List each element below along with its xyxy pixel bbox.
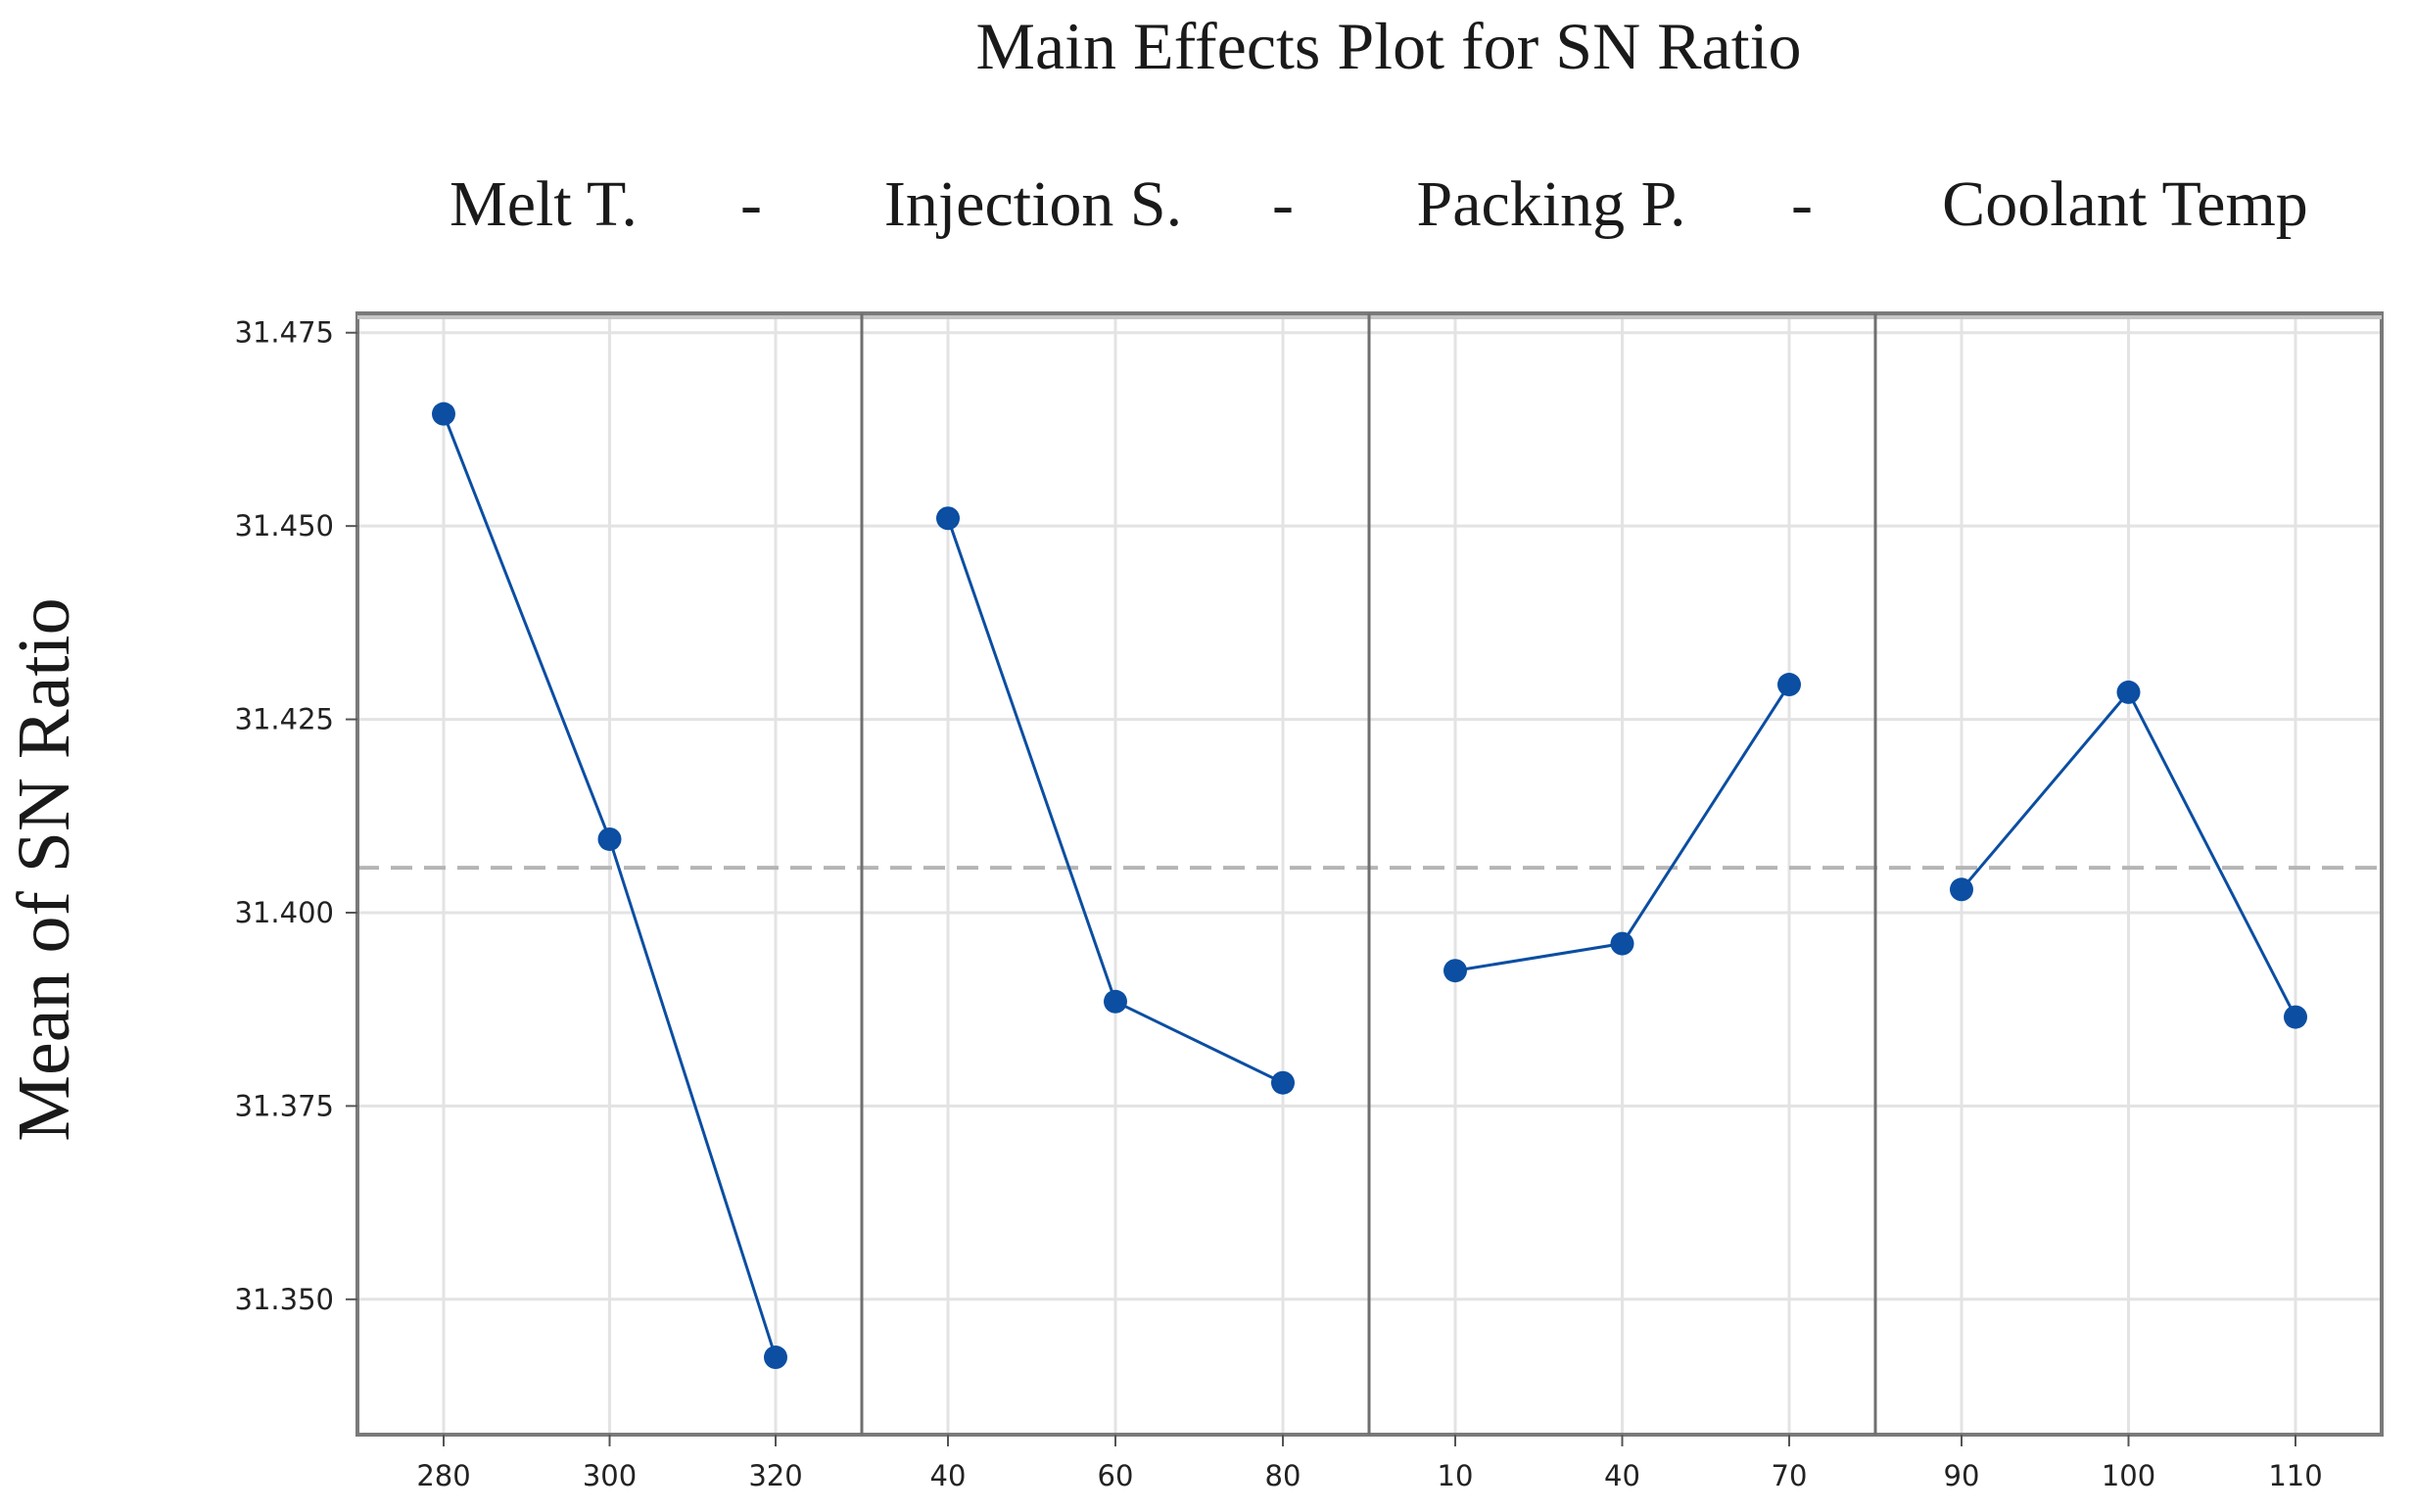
x-tick-label: 100 bbox=[2102, 1459, 2155, 1492]
panel-title-2: Packing P. bbox=[1416, 168, 1685, 240]
panel-title-1: Injection S. bbox=[884, 168, 1182, 240]
x-tick-label: 40 bbox=[1604, 1459, 1640, 1492]
y-axis-label: Mean of SN Ratio bbox=[3, 597, 85, 1141]
x-tick-label: 70 bbox=[1772, 1459, 1808, 1492]
data-point bbox=[1104, 989, 1127, 1014]
data-point bbox=[1777, 673, 1801, 697]
data-point bbox=[1271, 1070, 1295, 1095]
data-point bbox=[1950, 877, 1973, 902]
x-tick-label: 110 bbox=[2268, 1459, 2322, 1492]
x-tick-label: 10 bbox=[1438, 1459, 1474, 1492]
data-point bbox=[2284, 1005, 2307, 1029]
x-tick-label: 40 bbox=[930, 1459, 967, 1492]
data-point bbox=[936, 506, 960, 531]
x-tick-label: 320 bbox=[748, 1459, 802, 1492]
data-point bbox=[1610, 931, 1634, 956]
series-layer bbox=[432, 402, 2307, 1370]
x-tick-label: 80 bbox=[1265, 1459, 1301, 1492]
data-point bbox=[597, 827, 622, 851]
y-tick-label: 31.400 bbox=[235, 896, 334, 929]
panel-title-0: Melt T. bbox=[449, 168, 638, 240]
y-tick-label: 31.450 bbox=[235, 509, 334, 543]
x-tick-label: 90 bbox=[1944, 1459, 1980, 1492]
panel-title-separator: - bbox=[1791, 168, 1813, 240]
data-point bbox=[2116, 680, 2141, 704]
y-tick-label: 31.375 bbox=[235, 1089, 334, 1122]
x-tick-label: 60 bbox=[1098, 1459, 1134, 1492]
chart-title: Main Effects Plot for SN Ratio bbox=[976, 9, 1802, 83]
data-point bbox=[432, 402, 455, 426]
y-tick-label: 31.350 bbox=[235, 1283, 334, 1316]
panel-titles: Melt T. - Injection S. - Packing P. - Coolant … bbox=[449, 168, 2308, 240]
axis-ticks: 31.475 31.450 31.425 31.400 31.375 31.350 280 3… bbox=[235, 316, 2323, 1492]
panel-title-separator: - bbox=[1272, 168, 1294, 240]
plot-frame bbox=[355, 311, 2384, 1437]
data-point bbox=[1443, 959, 1467, 983]
panel-title-3: Coolant Temp bbox=[1942, 168, 2308, 240]
x-tick-label: 300 bbox=[583, 1459, 637, 1492]
panel-title-separator: - bbox=[740, 168, 762, 240]
y-tick-label: 31.475 bbox=[235, 316, 334, 350]
y-tick-label: 31.425 bbox=[235, 703, 334, 736]
x-tick-label: 280 bbox=[416, 1459, 470, 1492]
data-point bbox=[764, 1346, 787, 1370]
